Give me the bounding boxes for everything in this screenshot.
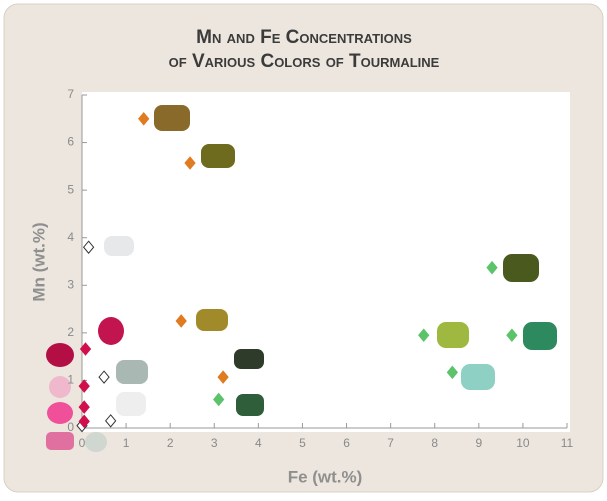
- gem: [236, 394, 264, 416]
- x-tick-label: 7: [387, 436, 394, 450]
- gem: [523, 322, 557, 350]
- point: [78, 379, 90, 393]
- point: [78, 414, 90, 429]
- gem-images: [46, 105, 557, 452]
- x-tick-label: 10: [516, 436, 530, 450]
- point: [79, 342, 92, 356]
- point: [213, 392, 225, 407]
- gem: [47, 402, 73, 424]
- x-tick-label: 3: [211, 436, 218, 450]
- x-tick-label: 6: [343, 436, 350, 450]
- gem: [85, 432, 107, 452]
- x-tick-label: 1: [123, 436, 130, 450]
- gem: [116, 360, 148, 384]
- x-tick-label: 8: [431, 436, 438, 450]
- y-tick-label: 2: [67, 325, 74, 339]
- gem: [49, 376, 71, 398]
- y-tick-label: 3: [67, 277, 74, 291]
- x-tick-label: 0: [79, 436, 86, 450]
- point: [105, 414, 117, 428]
- point: [418, 328, 430, 343]
- chart-title: Mn and Fe Concentrations: [196, 27, 412, 48]
- point: [98, 370, 110, 384]
- y-tick-label: 7: [67, 87, 74, 101]
- point: [138, 112, 150, 126]
- gem: [201, 144, 235, 168]
- gem: [437, 322, 469, 348]
- gem: [98, 317, 124, 345]
- gem: [196, 309, 228, 331]
- point: [486, 260, 498, 275]
- gem: [104, 236, 134, 256]
- point: [78, 400, 90, 414]
- x-axis-label: Fe (wt.%): [288, 467, 363, 486]
- gem: [461, 364, 495, 390]
- y-tick-label: 6: [67, 135, 74, 149]
- chart-title: of Various Colors of Tourmaline: [169, 51, 440, 72]
- gem: [116, 392, 146, 416]
- point: [506, 328, 518, 343]
- plot-area: [82, 92, 570, 432]
- y-tick-label: 0: [67, 420, 74, 434]
- point: [82, 240, 95, 255]
- gem: [46, 432, 74, 450]
- point: [217, 370, 229, 384]
- y-tick-label: 4: [67, 230, 74, 244]
- x-tick-label: 5: [299, 436, 306, 450]
- point: [175, 314, 187, 328]
- point: [446, 365, 459, 380]
- x-tick-label: 9: [475, 436, 482, 450]
- gem: [503, 254, 539, 282]
- x-tick-label: 4: [255, 436, 262, 450]
- y-tick-label: 1: [67, 373, 74, 387]
- point: [184, 156, 196, 170]
- x-tick-label: 11: [561, 436, 574, 450]
- y-tick-label: 5: [67, 182, 74, 196]
- gem: [234, 349, 264, 369]
- gem: [46, 343, 74, 367]
- x-tick-label: 2: [167, 436, 174, 450]
- y-axis-label: Mn (wt.%): [29, 222, 48, 301]
- gem: [154, 105, 190, 131]
